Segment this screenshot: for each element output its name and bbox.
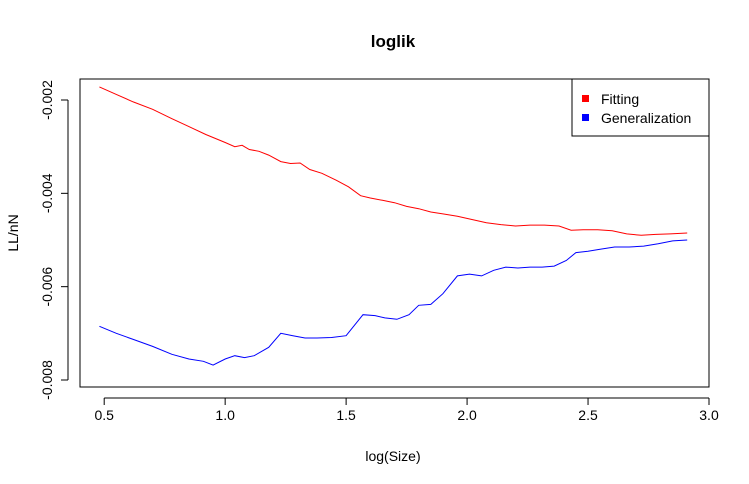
legend-label-fitting: Fitting bbox=[601, 91, 639, 107]
chart-title: loglik bbox=[371, 32, 416, 51]
x-tick-label: 2.5 bbox=[578, 407, 598, 423]
x-axis: 0.5 1.0 1.5 2.0 2.5 3.0 bbox=[94, 398, 718, 423]
legend-box bbox=[572, 79, 709, 136]
x-tick-label: 0.5 bbox=[94, 407, 114, 423]
x-axis-label: log(Size) bbox=[365, 448, 420, 464]
x-tick-label: 1.0 bbox=[215, 407, 235, 423]
x-tick-label: 1.5 bbox=[336, 407, 356, 423]
y-tick-label: -0.002 bbox=[39, 80, 55, 120]
legend-swatch-fitting bbox=[582, 95, 589, 102]
y-tick-label: -0.008 bbox=[39, 360, 55, 400]
x-tick-label: 2.0 bbox=[457, 407, 477, 423]
legend-swatch-generalization bbox=[582, 114, 589, 121]
legend: Fitting Generalization bbox=[572, 79, 709, 136]
legend-label-generalization: Generalization bbox=[601, 110, 691, 126]
y-tick-label: -0.006 bbox=[39, 267, 55, 307]
y-axis: -0.002 -0.004 -0.006 -0.008 bbox=[39, 80, 68, 400]
y-axis-label: LL/nN bbox=[5, 214, 21, 251]
series-line-generalization bbox=[99, 240, 687, 365]
x-tick-label: 3.0 bbox=[699, 407, 719, 423]
y-tick-label: -0.004 bbox=[39, 173, 55, 213]
